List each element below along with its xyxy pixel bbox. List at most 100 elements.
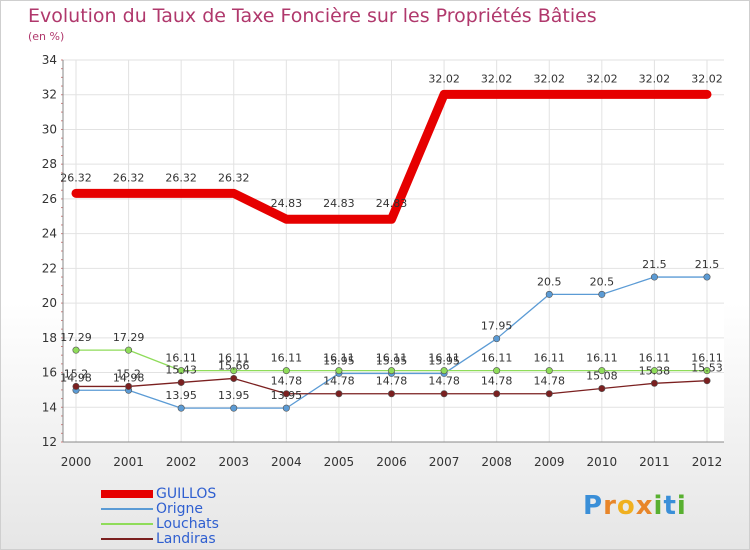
data-label-landiras-2001: 15.2 [116,367,141,380]
data-label-origne-2000: 14.98 [60,371,92,384]
legend-swatch-louchats [101,523,153,525]
logo-letter: P [583,491,604,521]
y-tick-label-18: 18 [42,331,57,345]
point-landiras-2012 [703,377,711,385]
y-tick-label-26: 26 [42,192,57,206]
data-label-landiras-2005: 14.78 [323,375,355,388]
data-label-landiras-2010: 15.08 [586,370,618,383]
data-label-guillos-2003: 26.32 [218,171,250,184]
point-louchats-2009 [545,367,553,375]
data-label-louchats-2006: 16.11 [376,352,408,365]
point-landiras-2001 [125,382,133,390]
y-tick-label-14: 14 [42,400,57,414]
data-label-guillos-2005: 24.83 [323,197,355,210]
data-label-louchats-2001: 17.29 [113,331,145,344]
data-label-landiras-2004: 14.78 [271,375,303,388]
point-louchats-2003 [230,367,238,375]
data-label-guillos-2001: 26.32 [113,171,145,184]
data-label-guillos-2007: 32.02 [428,72,460,85]
point-landiras-2007 [440,390,448,398]
logo-letter: x [635,491,654,521]
y-tick-label-34: 34 [42,53,57,67]
point-origne-2003 [230,404,238,412]
legend-item-origne: Origne [101,501,203,517]
legend-item-louchats: Louchats [101,516,219,532]
data-label-guillos-2010: 32.02 [586,72,618,85]
data-label-guillos-2002: 26.32 [165,171,197,184]
logo-letter: o [616,491,636,521]
data-label-louchats-2002: 16.11 [165,352,197,365]
x-tick-label-2003: 2003 [218,455,249,469]
point-origne-2002 [177,404,185,412]
data-label-louchats-2005: 16.11 [323,352,355,365]
y-tick-label-20: 20 [42,296,57,310]
y-tick-label-22: 22 [42,261,57,275]
x-tick-label-2002: 2002 [166,455,197,469]
data-label-landiras-2008: 14.78 [481,375,513,388]
point-origne-2012 [703,273,711,281]
data-label-guillos-2006: 24.83 [376,197,408,210]
data-label-origne-2002: 13.95 [165,389,197,402]
y-tick-label-24: 24 [42,227,57,241]
point-louchats-2006 [387,367,395,375]
y-tick-label-12: 12 [42,435,57,449]
series-line-guillos [71,89,712,224]
point-landiras-2000 [72,382,80,390]
data-label-origne-2003: 13.95 [218,389,250,402]
legend-item-landiras: Landiras [101,531,216,547]
data-label-louchats-2012: 16.11 [691,352,723,365]
plot-area [63,60,724,442]
point-louchats-2005 [335,367,343,375]
x-tick-label-2004: 2004 [271,455,302,469]
x-tick-label-2005: 2005 [324,455,355,469]
data-label-guillos-2000: 26.32 [60,171,92,184]
y-tick-label-32: 32 [42,88,57,102]
point-louchats-2004 [282,367,290,375]
x-tick-label-2000: 2000 [61,455,92,469]
point-landiras-2008 [493,390,501,398]
point-louchats-2010 [598,367,606,375]
logo-letter: r [603,491,617,521]
legend-label-origne: Origne [156,501,204,517]
x-tick-label-2011: 2011 [639,455,670,469]
point-landiras-2011 [650,379,658,387]
x-tick-label-2008: 2008 [481,455,512,469]
data-label-louchats-2008: 16.11 [481,352,513,365]
data-label-origne-2004: 13.95 [271,389,303,402]
data-label-louchats-2007: 16.11 [428,352,460,365]
data-label-louchats-2011: 16.11 [639,352,671,365]
data-label-origne-2007: 15.95 [428,354,460,367]
point-louchats-2002 [177,367,185,375]
data-label-landiras-2000: 15.2 [64,367,89,380]
legend-label-louchats: Louchats [156,516,219,532]
proxiti-logo: Proxiti [583,491,687,521]
x-tick-label-2006: 2006 [376,455,407,469]
x-tick-label-2009: 2009 [534,455,565,469]
data-label-guillos-2008: 32.02 [481,72,513,85]
y-tick-label-30: 30 [42,122,57,136]
point-landiras-2010 [598,385,606,393]
point-louchats-2011 [650,367,658,375]
point-landiras-2009 [545,390,553,398]
data-label-guillos-2012: 32.02 [691,72,723,85]
data-label-guillos-2004: 24.83 [271,197,303,210]
point-louchats-2008 [493,367,501,375]
data-label-louchats-2003: 16.11 [218,352,250,365]
point-origne-2010 [598,290,606,298]
point-landiras-2003 [230,374,238,382]
legend-swatch-landiras [101,538,153,540]
logo-letter: t [663,491,677,521]
logo-letter: i [676,491,687,521]
data-label-origne-2006: 15.95 [376,354,408,367]
legend-swatch-origne [101,508,153,510]
data-label-origne-2009: 20.5 [537,275,562,288]
legend-label-guillos: GUILLOS [156,486,217,502]
legend-item-guillos: GUILLOS [101,486,216,502]
data-label-origne-2005: 15.95 [323,354,355,367]
x-tick-label-2001: 2001 [113,455,144,469]
data-label-guillos-2009: 32.02 [534,72,566,85]
data-label-landiras-2007: 14.78 [428,375,460,388]
data-label-origne-2011: 21.5 [642,258,667,271]
